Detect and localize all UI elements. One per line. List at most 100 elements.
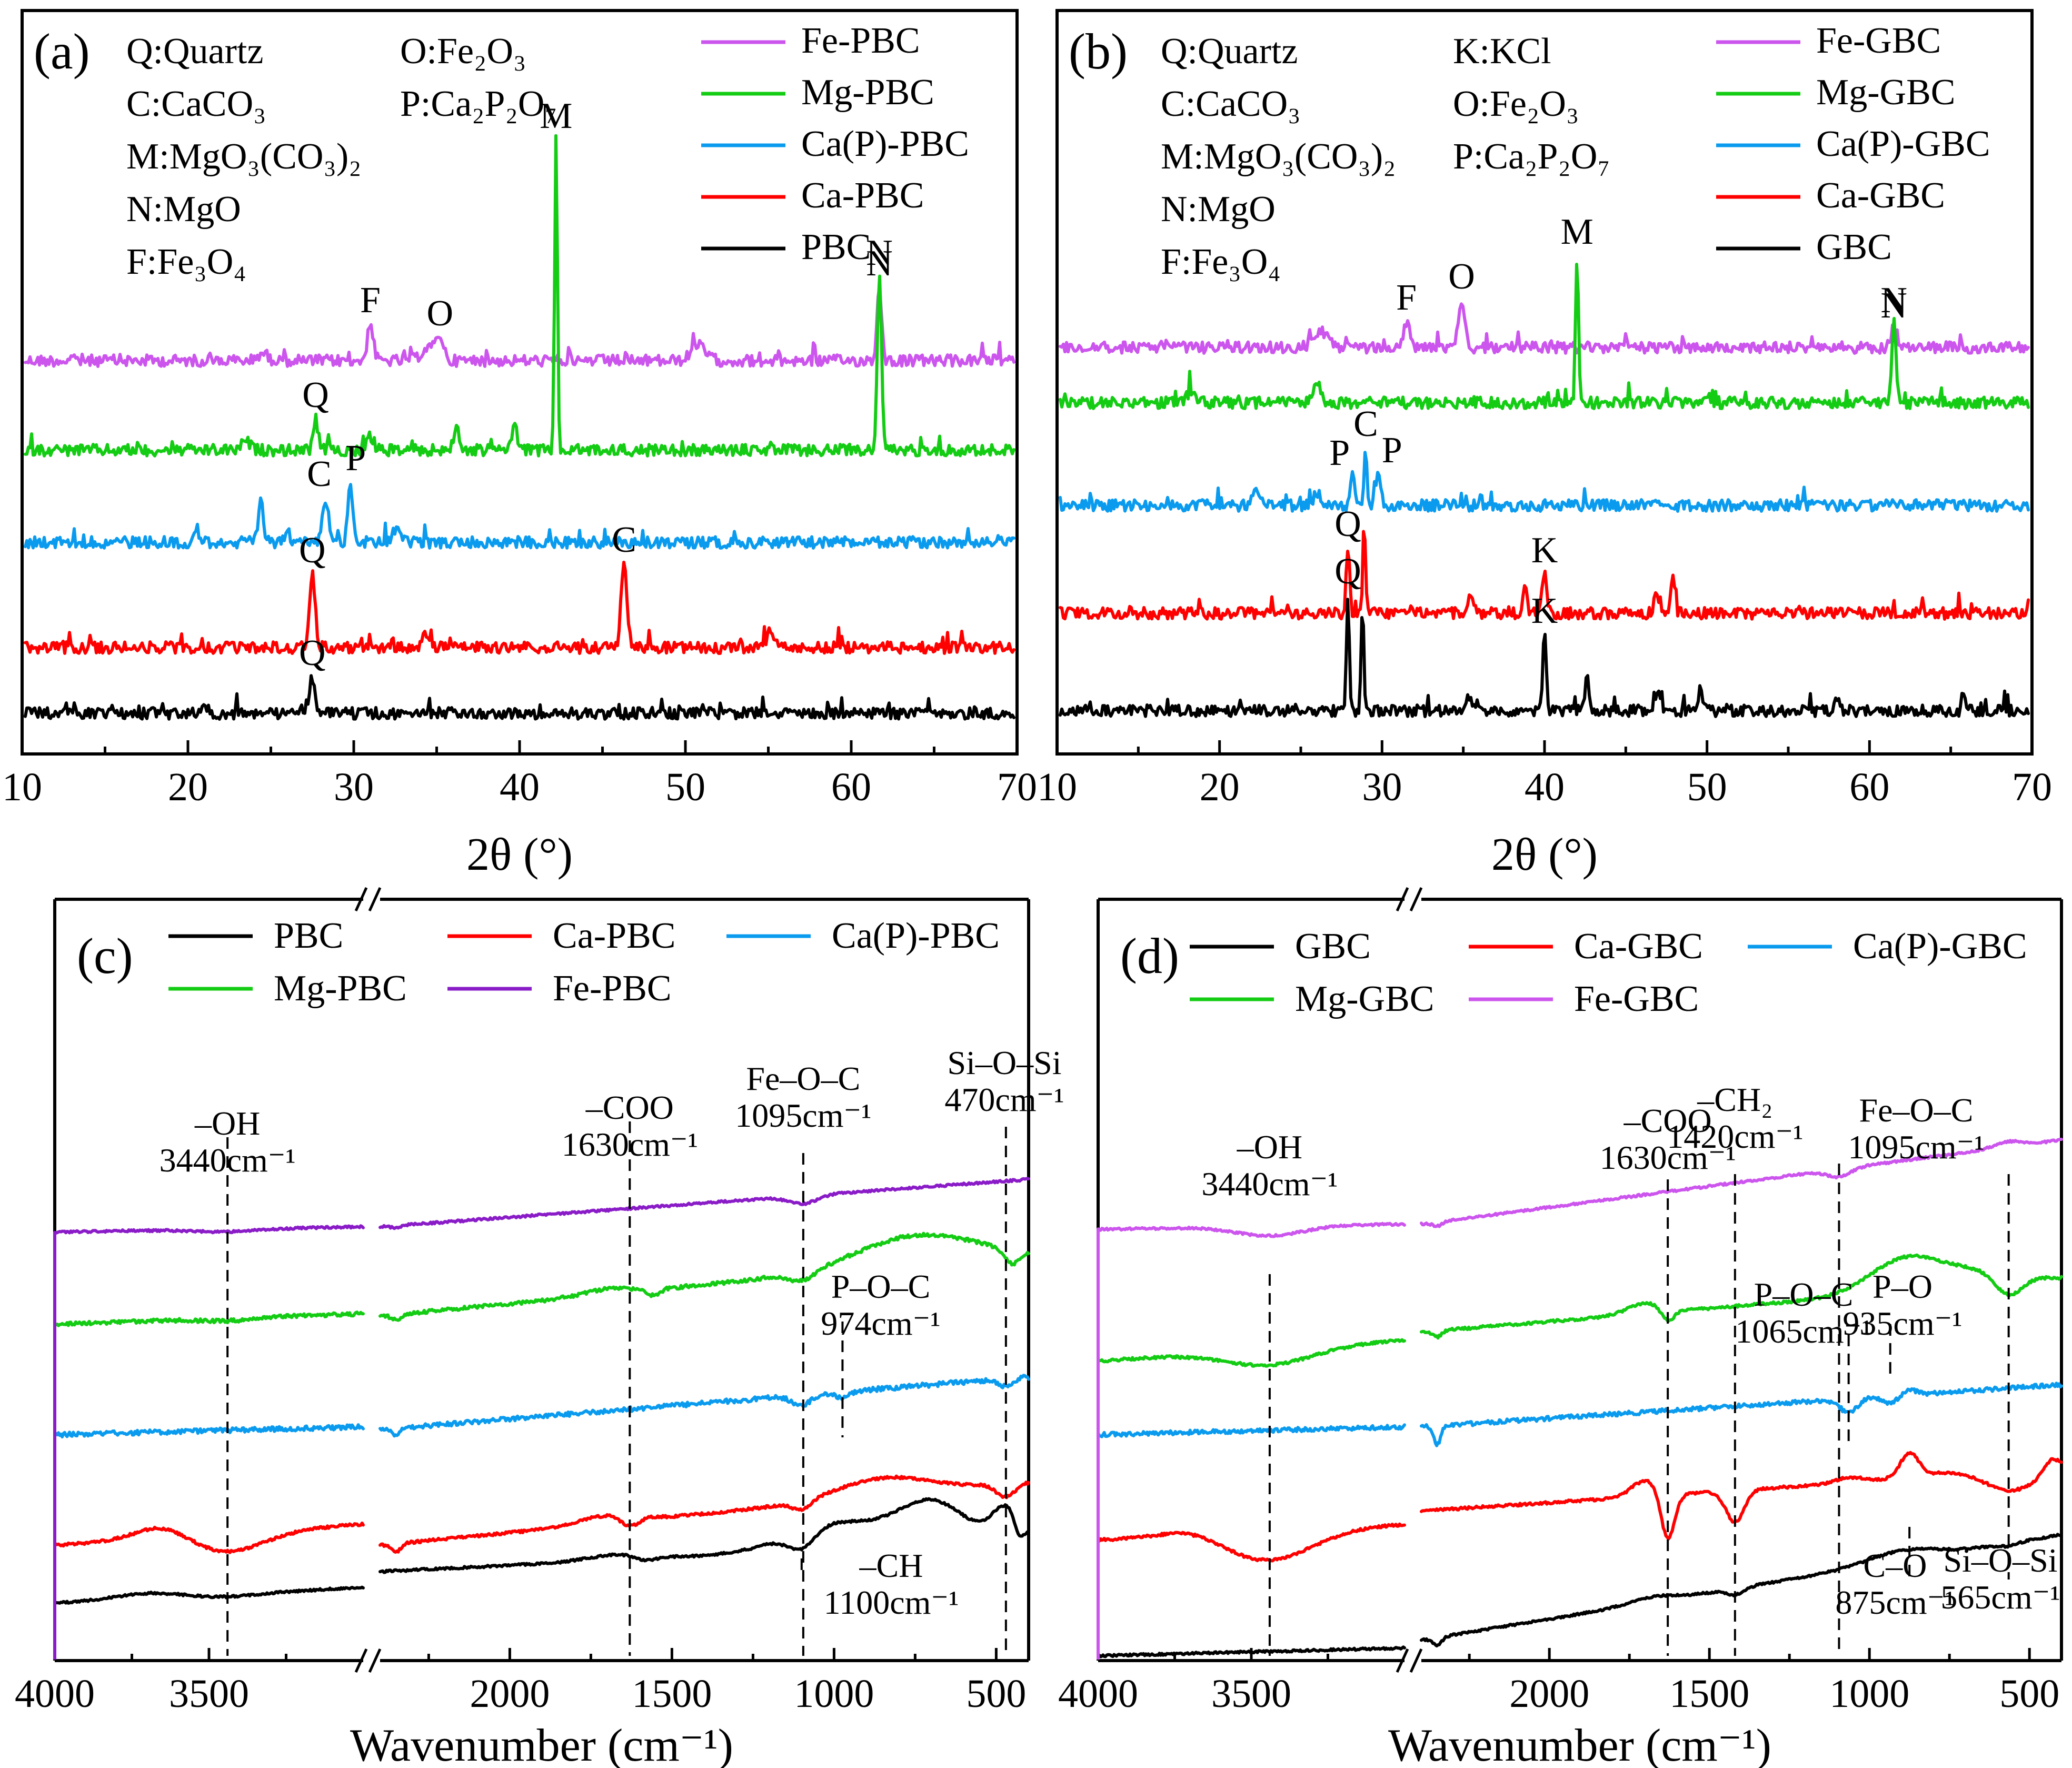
legend-label: Fe-PBC [801,21,920,61]
legend-label: Ca-PBC [801,175,924,216]
band-label: –COO [585,1089,674,1126]
peak-label: Q [299,633,326,673]
axis-break-mark [1396,1648,1409,1673]
band-label: –OH [1237,1128,1302,1166]
ftir-trace [53,1423,365,1438]
band-label: 1420cm⁻¹ [1667,1118,1803,1155]
x-tick-label: 4000 [15,1672,95,1716]
xrd-trace [24,674,1015,721]
xrd-trace [24,134,1015,458]
panel-label: (c) [77,928,133,984]
xrd-trace [1059,451,2030,513]
xrd-trace [1059,302,2030,355]
xrd-trace [1059,263,2030,410]
legend-label: PBC [801,227,871,267]
panel-label: (b) [1069,23,1128,80]
ftir-trace [378,1374,1030,1438]
ftir-trace [378,1474,1030,1554]
peak-label: M [540,96,572,136]
x-tick-label: 50 [1687,765,1727,809]
legend-label: Mg-PBC [801,72,934,113]
ftir-trace [1420,1382,2063,1447]
xrd-trace [1059,598,2030,718]
band-label: 470cm⁻¹ [944,1081,1064,1118]
x-tick-label: 70 [2012,765,2052,809]
peak-label: N [1880,280,1907,321]
axis-break-mark [1409,1648,1423,1673]
band-label: 1100cm⁻¹ [824,1584,959,1621]
phase-key-entry: N:MgO [1161,189,1276,230]
phase-key-entry: O:Fe₂O₃ [1453,84,1579,124]
ftir-trace [378,1231,1030,1322]
peak-label: K [1531,591,1558,631]
legend-label: Ca(P)-PBC [832,916,1000,956]
legend-label: PBC [274,916,343,956]
axis-break-mark [368,887,382,912]
x-axis-title: Wavenumber (cm⁻¹) [350,1720,733,1768]
phase-key-entry: Q:Quartz [1161,31,1298,72]
axis-break-mark [1396,887,1409,912]
x-axis-title: Wavenumber (cm⁻¹) [1388,1720,1771,1768]
peak-label: N [866,233,893,273]
x-tick-label: 2000 [470,1672,550,1716]
phase-key-entry: N:MgO [126,189,241,230]
x-tick-label: 1000 [1829,1672,1909,1716]
panel-a: 10 20 30 40 50 60 70 2θ (°) (a) Q:Quartz O:Fe₂O₃ C:… [2,9,1037,880]
axis-break-mark [354,887,368,912]
peak-label: M [1561,212,1593,252]
legend-label: GBC [1295,926,1371,967]
x-tick-label: 20 [168,765,208,809]
ftir-trace [378,1177,1030,1230]
x-tick-label: 10 [2,765,42,809]
legend-label: Fe-PBC [553,968,672,1009]
legend-label: Ca-PBC [553,916,675,956]
legend-label: GBC [1816,227,1892,267]
x-tick-label: 70 [997,765,1037,809]
legend-label: Mg-GBC [1295,979,1434,1019]
band-label: 1630cm⁻¹ [1600,1139,1736,1176]
x-tick-label: 60 [831,765,871,809]
peak-label: F [360,280,381,321]
x-tick-label: 30 [334,765,374,809]
ftir-trace [53,1585,365,1605]
x-tick-label: 500 [966,1672,1026,1716]
panel-label: (a) [34,23,90,80]
panel-c: 4000 3500 2000 1500 1000 500 Wavenumber (cm⁻¹)… [15,887,1064,1768]
band-label: 1065cm⁻¹ [1735,1313,1871,1350]
phase-key-entry: K:KCl [1453,31,1551,72]
band-label: Fe–O–C [746,1060,860,1097]
peak-label: F [1396,277,1417,318]
band-label: 974cm⁻¹ [821,1305,940,1342]
peak-label: C [1353,404,1378,444]
band-label: Fe–O–C [1859,1091,1974,1129]
xrd-trace [24,483,1015,550]
legend-label: Mg-GBC [1816,72,1955,113]
band-label: P–O–C [1754,1276,1854,1313]
band-label: 3440cm⁻¹ [1201,1165,1338,1203]
legend-label: Ca-GBC [1816,175,1945,216]
ftir-trace [1097,1423,1406,1438]
panel-d: 4000 3500 2000 1500 1000 500 Wavenumber (cm⁻¹)… [1058,887,2063,1768]
ftir-trace [1420,1533,2063,1647]
phase-key-entry: F:Fe₃O₄ [1161,242,1281,282]
phase-key-entry: F:Fe₃O₄ [126,242,246,282]
ftir-trace [1097,1338,1406,1368]
panel-label: (d) [1120,928,1179,984]
ftir-trace [1420,1451,2063,1541]
peak-label: P [1329,433,1350,473]
band-label: 1095cm⁻¹ [1848,1128,1984,1166]
peak-label: Q [299,530,326,571]
peak-label: K [1531,530,1558,571]
legend-label: Fe-GBC [1816,21,1941,61]
axis-break-mark [368,1648,382,1673]
x-axis-title: 2θ (°) [1491,829,1598,880]
band-label: Si–O–Si [948,1044,1062,1081]
phase-key-entry: M:MgO₃(CO₃)₂ [126,136,362,177]
peak-label: O [1448,256,1475,297]
legend-label: Ca(P)-GBC [1853,926,2027,967]
x-tick-label: 10 [1037,765,1077,809]
ftir-trace [1420,1253,2063,1340]
x-tick-label: 30 [1362,765,1402,809]
legend-label: Ca-GBC [1574,926,1703,967]
